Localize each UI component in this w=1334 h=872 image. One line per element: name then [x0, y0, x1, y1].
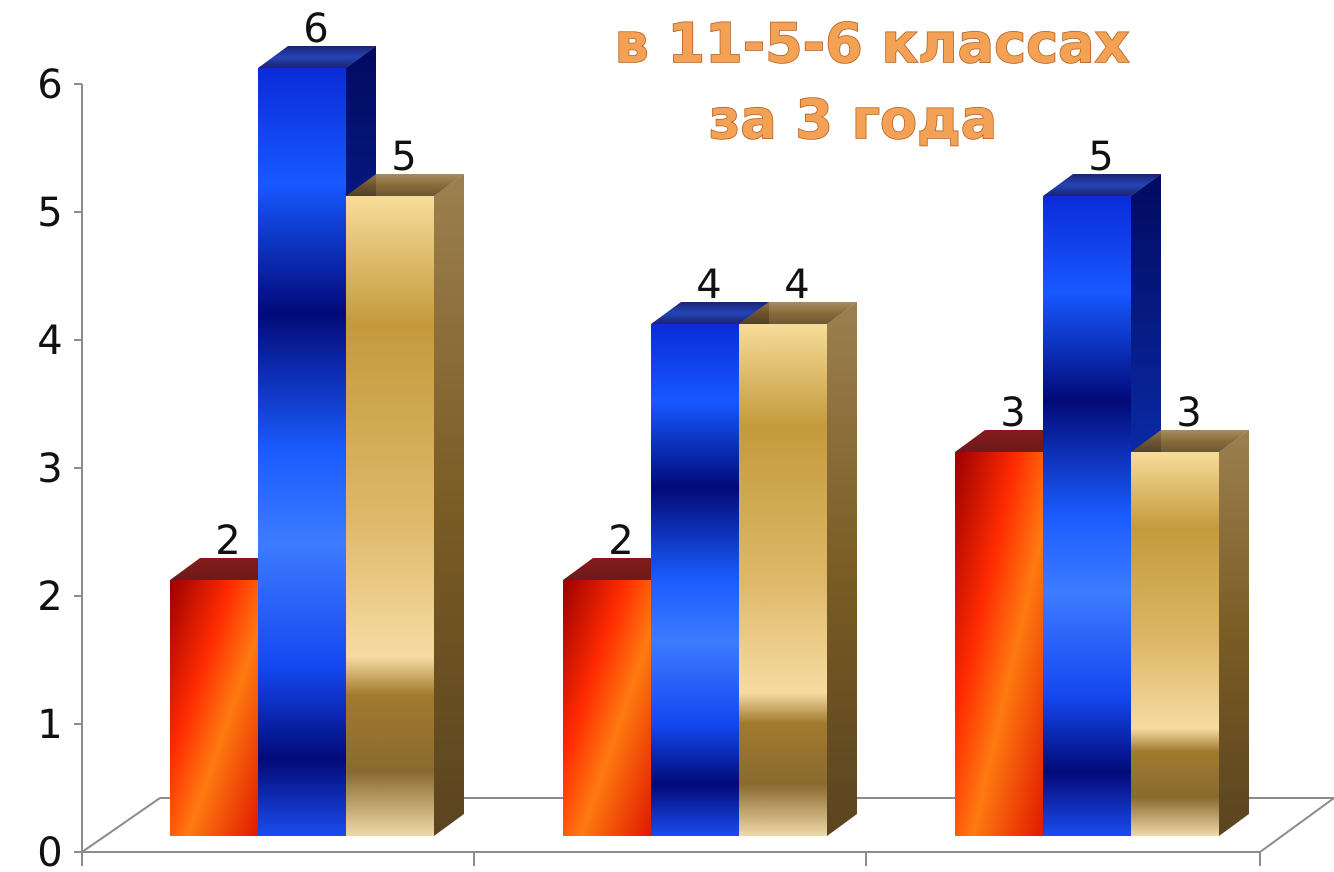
bar-top-face — [1043, 174, 1161, 196]
y-axis-ticks: 0 1 2 3 4 5 6 — [37, 62, 82, 872]
y-tick-label: 4 — [37, 318, 62, 364]
bar-front-face — [258, 68, 346, 836]
y-tick-label: 3 — [37, 446, 62, 492]
y-tick-label: 5 — [37, 190, 62, 236]
data-label-blue-3: 5 — [1088, 134, 1113, 180]
bar-side-face — [434, 174, 464, 836]
bar-front-face — [1131, 452, 1219, 836]
y-tick-label: 0 — [37, 830, 62, 872]
y-tick-label: 2 — [37, 574, 62, 620]
floor-right-edge — [1259, 797, 1334, 853]
bar-front-face — [563, 580, 651, 836]
bar-front-face — [346, 196, 434, 836]
data-label-blue-2: 4 — [696, 262, 721, 308]
bar-front-face — [651, 324, 739, 836]
bar-gold-2 — [739, 302, 857, 836]
data-label-red-3: 3 — [1000, 390, 1025, 436]
chart-title-line-2: за 3 года — [709, 88, 997, 151]
bar-front-face — [1043, 196, 1131, 836]
x-axis-ticks — [81, 852, 1261, 866]
bar-front-face — [170, 580, 258, 836]
y-tick-label: 1 — [37, 702, 62, 748]
chart-title-line-1: в 11-5-6 классах — [615, 12, 1130, 75]
bar-front-face — [739, 324, 827, 836]
bar-top-face — [258, 46, 376, 68]
y-tick-label: 6 — [37, 62, 62, 108]
data-label-gold-2: 4 — [784, 262, 809, 308]
data-label-red-2: 2 — [608, 518, 633, 564]
data-labels: 2 6 5 2 4 4 3 5 3 — [215, 6, 1201, 564]
bars — [170, 46, 1249, 836]
bar-top-face — [346, 174, 464, 196]
data-label-red-1: 2 — [215, 518, 240, 564]
bar-front-face — [955, 452, 1043, 836]
bar-gold-3 — [1131, 430, 1249, 836]
data-label-blue-1: 6 — [303, 6, 328, 52]
bar-gold-1 — [346, 174, 464, 836]
data-label-gold-3: 3 — [1176, 390, 1201, 436]
floor-left-edge — [81, 797, 161, 853]
data-label-gold-1: 5 — [391, 134, 416, 180]
bar-side-face — [1219, 430, 1249, 836]
bar-top-face — [1131, 430, 1249, 452]
bar-top-face — [739, 302, 857, 324]
bar-side-face — [827, 302, 857, 836]
bar-top-face — [651, 302, 769, 324]
